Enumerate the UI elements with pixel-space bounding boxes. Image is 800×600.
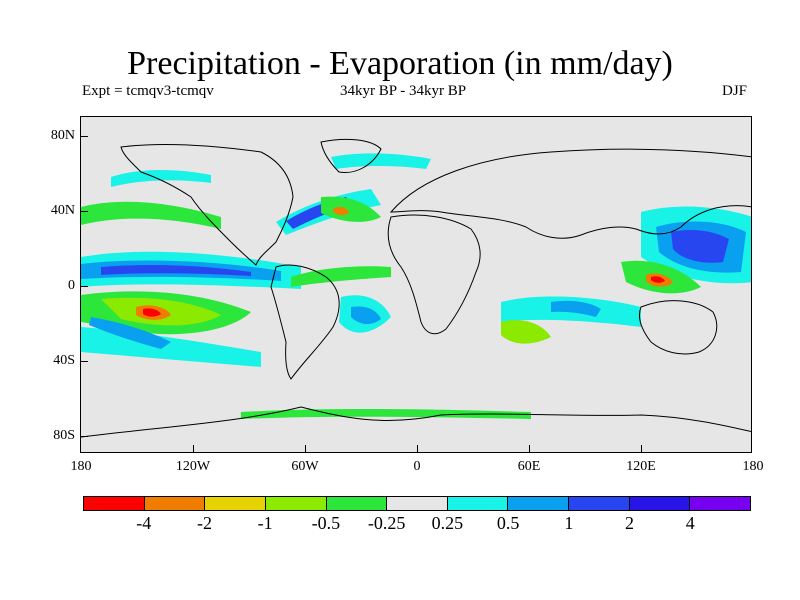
colorbar-swatch (326, 497, 388, 510)
y-tick-0 (80, 286, 88, 287)
colorbar-swatch (387, 497, 448, 510)
colorbar-swatch (569, 497, 630, 510)
x-tick-label-60w: 60W (291, 459, 319, 474)
y-tick-40n (80, 211, 88, 212)
colorbar-label: -0.5 (311, 513, 341, 533)
southern-ocean-band (241, 408, 531, 419)
maritime-continent-dry-max (651, 276, 665, 283)
colorbar (83, 496, 751, 511)
y-tick-label-80s: 80S (53, 428, 75, 443)
map-title: Precipitation - Evaporation (in mm/day) (127, 45, 673, 82)
north-atlantic-dry-core (333, 206, 349, 216)
colorbar-swatch (690, 497, 751, 510)
season-label: DJF (722, 83, 748, 99)
coastline-antarctica (81, 406, 751, 438)
period-label: 34kyr BP - 34kyr BP (340, 83, 467, 99)
x-tick-label-120w: 120W (175, 459, 211, 474)
itcz-pacific-peak (101, 264, 251, 276)
south-pacific-wet-core (89, 317, 171, 349)
colorbar-swatch (629, 497, 691, 510)
map-plot-area (80, 116, 752, 453)
colorbar-label: -0.25 (367, 513, 406, 533)
x-tick-60w (305, 445, 306, 453)
north-atlantic-dry (321, 196, 381, 222)
colorbar-label: -2 (196, 513, 212, 533)
colorbar-label: 1 (564, 513, 574, 533)
colorbar-swatch (205, 497, 266, 510)
coastline-south-america (270, 264, 340, 380)
colorbar-label: 4 (685, 513, 695, 533)
colorbar-label: 2 (625, 513, 635, 533)
x-tick-label-0: 0 (413, 459, 421, 474)
colorbar-swatch (265, 497, 327, 510)
south-pacific-dry-max (143, 308, 161, 317)
colorbar-label: -1 (257, 513, 273, 533)
x-tick-0 (417, 445, 418, 453)
coastline-eurasia (389, 148, 751, 239)
colorbar-swatch (447, 497, 509, 510)
colorbar-label: -4 (136, 513, 152, 533)
y-tick-40s (80, 361, 88, 362)
coastline-australia (638, 300, 718, 355)
north-pacific-band (81, 201, 221, 229)
colorbar-label: 0.25 (431, 513, 464, 533)
indian-ocean-dry (501, 320, 551, 344)
x-tick-label-60e: 60E (517, 459, 541, 474)
pme-contour-map (81, 117, 751, 452)
colorbar-label: 0.5 (496, 513, 520, 533)
y-tick-label-40s: 40S (53, 353, 75, 368)
indian-ocean-core (551, 300, 601, 317)
x-tick-label-180e: 180 (742, 459, 764, 474)
colorbar-swatch (144, 497, 206, 510)
coastline-africa (387, 214, 481, 335)
coastline-greenland (320, 138, 382, 174)
y-tick-80s (80, 436, 88, 437)
south-atlantic-core (351, 306, 381, 325)
warm-pool-peak (671, 229, 729, 263)
x-tick-120e (641, 445, 642, 453)
north-atlantic-high-lat (331, 153, 431, 169)
coastline-north-america (120, 144, 294, 266)
x-tick-label-120e: 120E (626, 459, 656, 474)
colorbar-swatch (508, 497, 570, 510)
colorbar-swatch (84, 497, 145, 510)
x-tick-60e (529, 445, 530, 453)
north-pacific-wet (111, 170, 211, 187)
y-tick-label-0: 0 (68, 278, 75, 293)
x-tick-120w (193, 445, 194, 453)
x-tick-label-180w: 180 (70, 459, 92, 474)
y-tick-label-40n: 40N (50, 203, 75, 218)
coastlines (81, 138, 751, 438)
y-tick-label-80n: 80N (50, 128, 75, 143)
y-tick-80n (80, 136, 88, 137)
experiment-label: Expt = tcmqv3-tcmqv (82, 83, 214, 99)
